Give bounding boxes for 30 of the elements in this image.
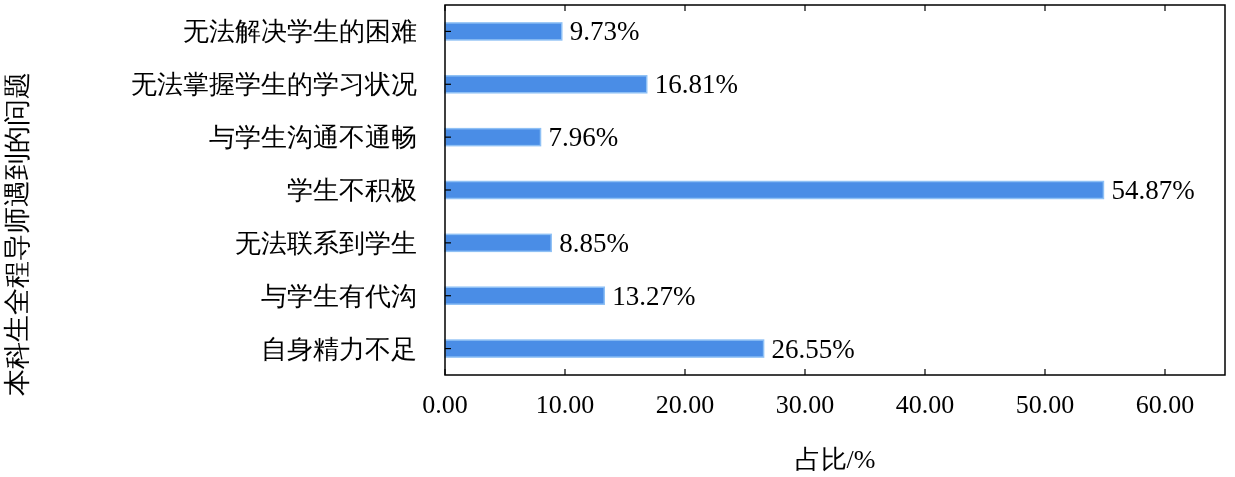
data-label: 54.87% [1111,175,1195,205]
data-label: 26.55% [771,333,855,364]
x-tick-label: 50.00 [1015,390,1075,419]
data-label: 7.96% [548,122,619,153]
bar [444,233,552,253]
y-tick-label: 学生不积极 [287,176,417,205]
y-tick-label: 与学生沟通不通畅 [209,123,417,153]
y-tick-label: 与学生有代沟 [261,281,417,311]
y-tick-label: 无法掌握学生的学习状况 [131,70,417,100]
x-axis-title: 占比/% [794,445,876,474]
data-label: 13.27% [612,280,696,311]
data-label: 16.81% [654,69,738,100]
data-label: 9.73% [569,16,640,47]
bar [444,127,542,147]
bar [444,75,648,94]
y-tick-label: 无法解决学生的困难 [183,17,417,47]
x-tick-label: 0.00 [422,390,468,419]
y-tick-label: 无法联系到学生 [235,228,417,258]
bar [444,22,563,41]
x-tick-label: 60.00 [1135,390,1195,419]
bar [444,286,605,305]
x-tick-label: 30.00 [775,390,835,419]
x-tick-label: 20.00 [655,390,715,419]
data-label: 8.85% [559,227,629,258]
bar [444,339,765,358]
y-tick-label: 自身精力不足 [261,334,417,364]
bar [444,180,1105,200]
x-tick-label: 40.00 [895,390,955,419]
x-tick-label: 10.00 [535,390,595,419]
y-axis-title: 本科生全程导师遇到的问题 [2,71,32,396]
